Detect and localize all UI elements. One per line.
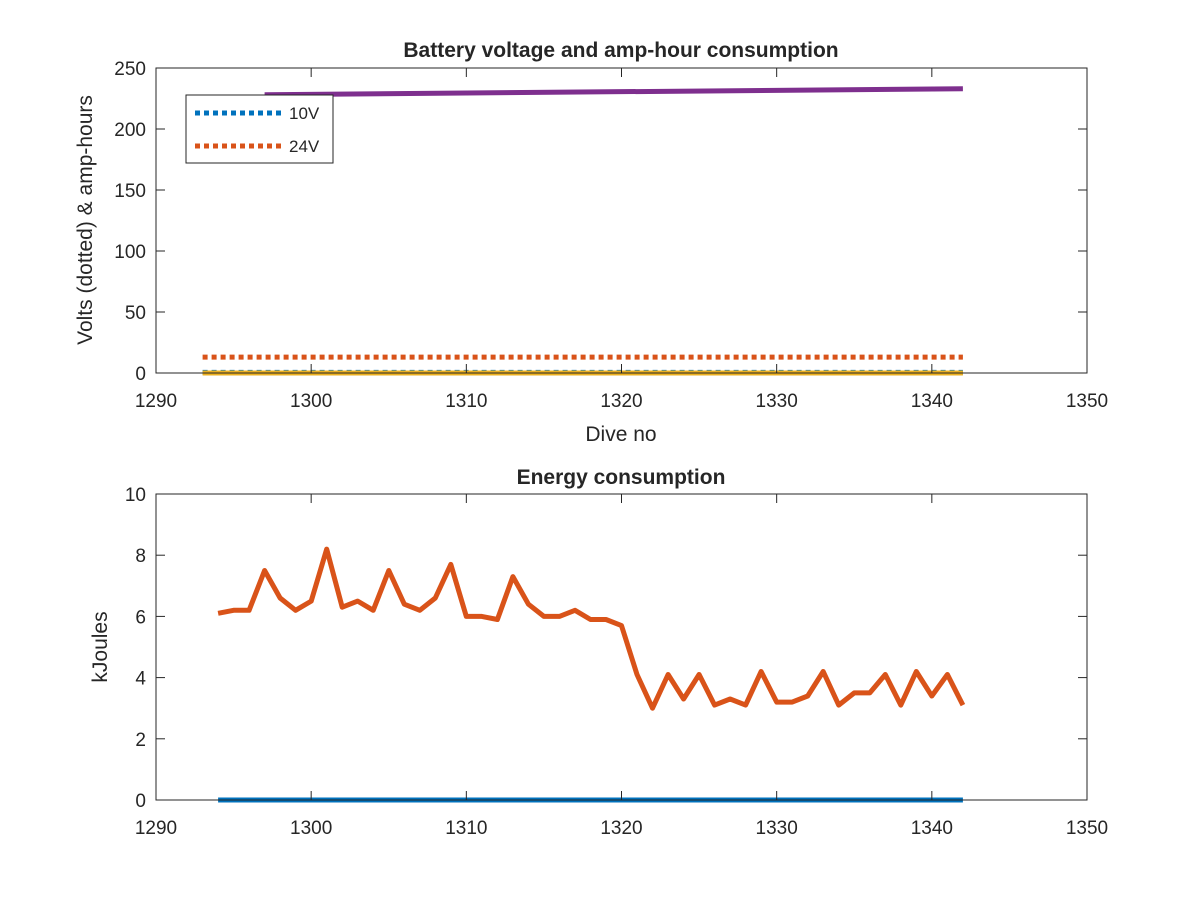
legend: 10V 24V bbox=[185, 94, 334, 164]
chart-title: Energy consumption bbox=[517, 466, 726, 489]
x-tick-label: 1290 bbox=[135, 818, 177, 839]
series-line-1 bbox=[217, 546, 966, 711]
x-tick-label: 1310 bbox=[445, 391, 487, 412]
x-tick-label: 1350 bbox=[1066, 818, 1108, 839]
y-tick-label: 150 bbox=[114, 181, 146, 202]
x-tick-label: 1310 bbox=[445, 818, 487, 839]
legend-label-10v: 10V bbox=[289, 104, 320, 123]
chart-title: Battery voltage and amp-hour consumption bbox=[403, 39, 838, 62]
energy-chart: 1290 1300 1310 1320 1330 1340 1350 0 2 4 6 8 10 Ener… bbox=[89, 466, 1108, 839]
legend-box bbox=[185, 94, 334, 164]
y-tick-label: 50 bbox=[125, 303, 146, 324]
x-tick-label: 1290 bbox=[135, 391, 177, 412]
x-tick-label: 1330 bbox=[756, 391, 798, 412]
y-tick-label: 10 bbox=[125, 485, 146, 506]
x-axis-label: Dive no bbox=[585, 423, 656, 446]
y-axis-label: kJoules bbox=[89, 611, 112, 682]
y-tick-label: 250 bbox=[114, 59, 146, 80]
battery-chart: 1290 1300 1310 1320 1330 1340 1350 0 50 100 150 200… bbox=[74, 39, 1108, 446]
tick-layer: 1290 1300 1310 1320 1330 1340 1350 0 50 100 150 200… bbox=[114, 59, 1108, 412]
x-tick-label: 1340 bbox=[911, 391, 953, 412]
x-tick-label: 1320 bbox=[600, 391, 642, 412]
x-tick-label: 1350 bbox=[1066, 391, 1108, 412]
x-tick-label: 1320 bbox=[600, 818, 642, 839]
y-tick-label: 4 bbox=[135, 669, 146, 690]
x-tick-label: 1300 bbox=[290, 391, 332, 412]
y-tick-label: 2 bbox=[135, 730, 146, 751]
x-tick-label: 1300 bbox=[290, 818, 332, 839]
y-axis-label: Volts (dotted) & amp-hours bbox=[74, 95, 97, 345]
y-tick-label: 200 bbox=[114, 120, 146, 141]
series-line-4 bbox=[264, 86, 963, 98]
legend-label-24v: 24V bbox=[289, 137, 320, 156]
y-tick-label: 0 bbox=[135, 364, 146, 385]
x-tick-label: 1340 bbox=[911, 818, 953, 839]
y-tick-label: 6 bbox=[135, 607, 146, 628]
y-tick-label: 8 bbox=[135, 546, 146, 567]
x-tick-label: 1330 bbox=[756, 818, 798, 839]
tick-layer: 1290 1300 1310 1320 1330 1340 1350 0 2 4 6 8 10 bbox=[125, 485, 1108, 839]
y-tick-label: 100 bbox=[114, 242, 146, 263]
plot-background bbox=[156, 494, 1087, 800]
y-tick-label: 0 bbox=[135, 791, 146, 812]
